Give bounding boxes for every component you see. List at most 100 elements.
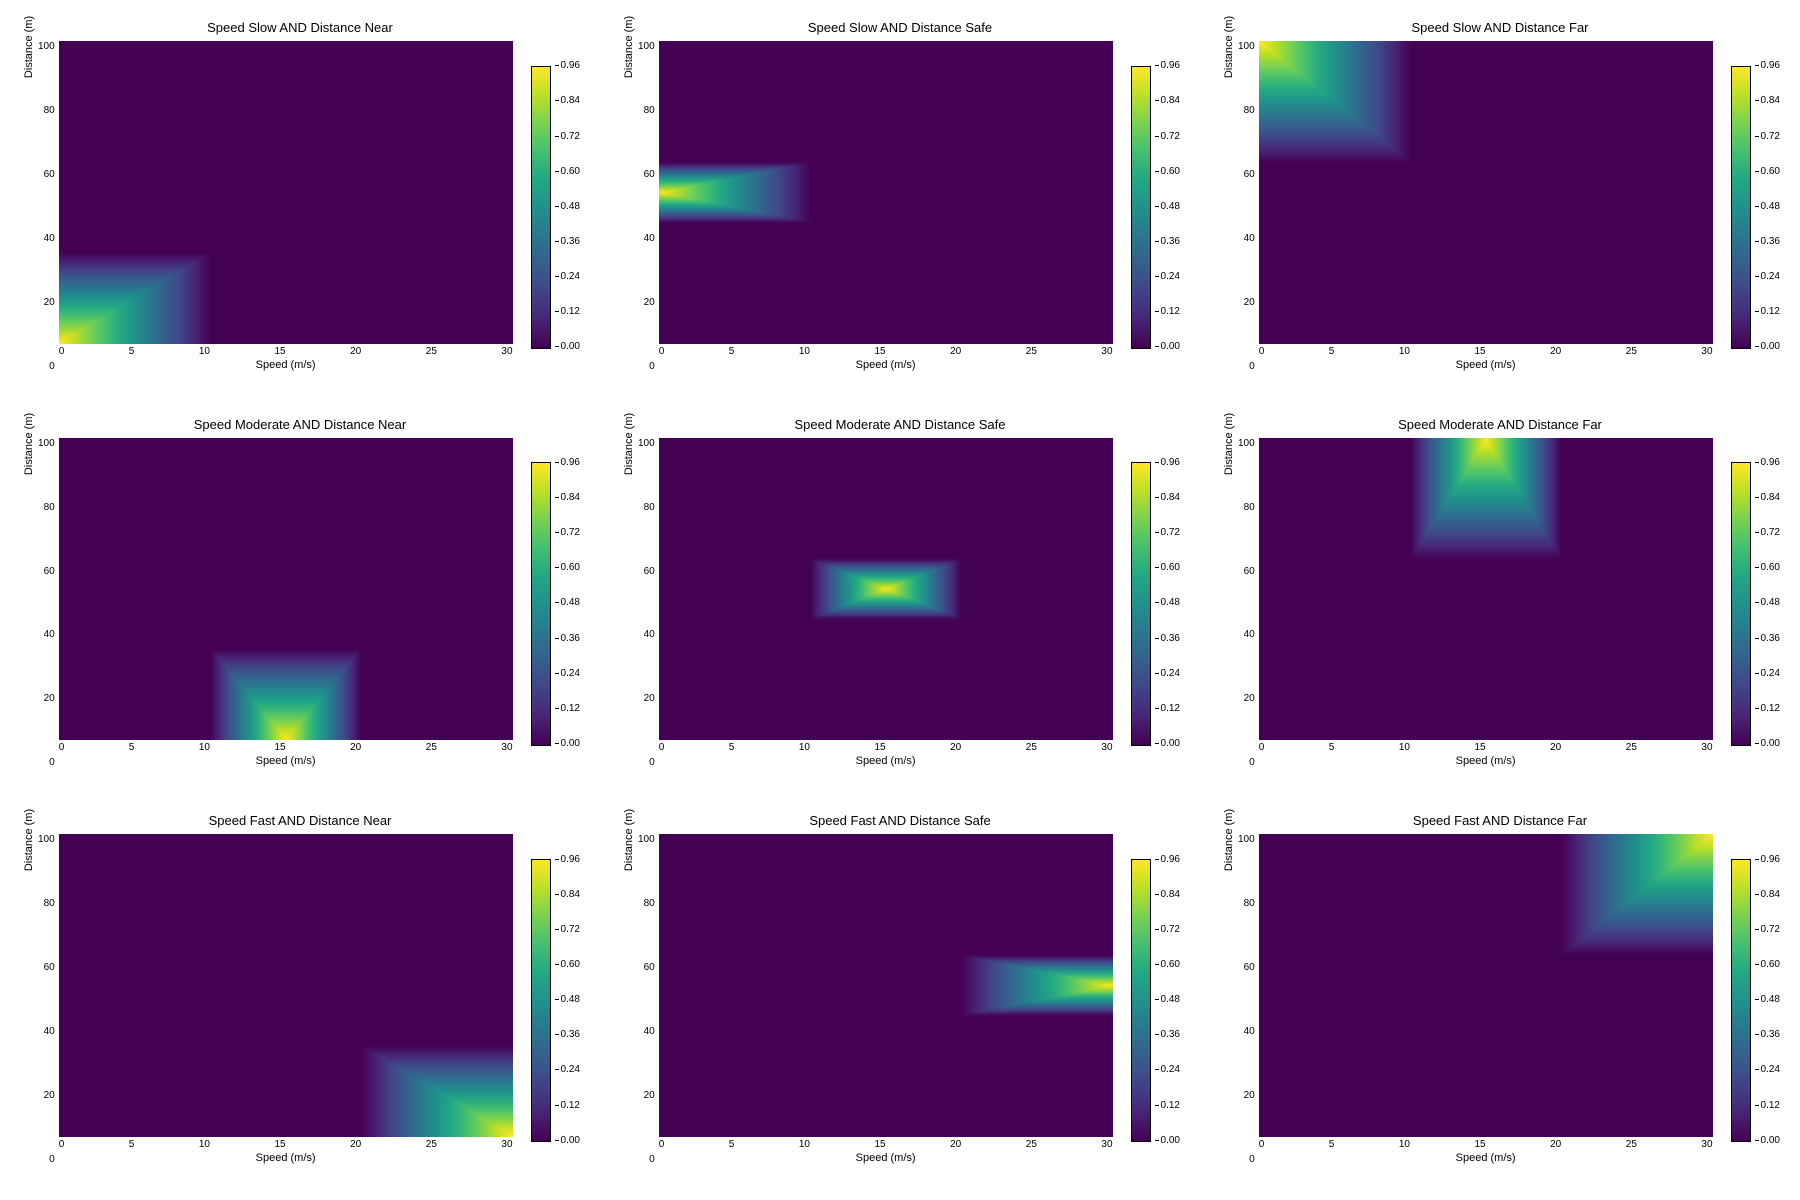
y-tick: 20 <box>644 693 655 704</box>
x-axis-label: Speed (m/s) <box>659 359 1113 371</box>
x-tick: 0 <box>59 742 65 753</box>
x-tick: 0 <box>1259 742 1265 753</box>
subplot-4: Speed Moderate AND Distance SafeDistance… <box>620 417 1180 784</box>
subplot-5: Speed Moderate AND Distance FarDistance … <box>1220 417 1780 784</box>
y-tick: 0 <box>1249 757 1255 768</box>
y-tick: 20 <box>644 297 655 308</box>
y-tick: 100 <box>38 41 55 52</box>
subplot-title: Speed Slow AND Distance Safe <box>808 20 992 35</box>
x-ticks: 051015202530 <box>659 1139 1113 1150</box>
x-tick: 10 <box>1399 1139 1410 1150</box>
x-tick: 5 <box>729 1139 735 1150</box>
y-axis-label: Distance (m) <box>623 412 635 474</box>
x-tick: 5 <box>129 1139 135 1150</box>
y-tick: 40 <box>44 1026 55 1037</box>
x-tick: 20 <box>950 1139 961 1150</box>
colorbar-ticks: 0.960.840.720.600.480.360.240.120.00 <box>1155 66 1180 347</box>
x-tick: 5 <box>1329 1139 1335 1150</box>
subplot-3: Speed Moderate AND Distance NearDistance… <box>20 417 580 784</box>
y-ticks: 100806040200 <box>638 41 659 372</box>
y-tick: 80 <box>44 105 55 116</box>
colorbar: 0.960.840.720.600.480.360.240.120.00 <box>1131 462 1180 745</box>
y-ticks: 100806040200 <box>38 834 59 1165</box>
x-tick: 20 <box>350 346 361 357</box>
y-tick: 80 <box>1244 502 1255 513</box>
y-tick: 20 <box>1244 297 1255 308</box>
heatmap <box>59 834 513 1137</box>
heatmap <box>659 41 1113 344</box>
y-tick: 0 <box>1249 361 1255 372</box>
y-tick: 80 <box>644 898 655 909</box>
y-tick: 20 <box>44 693 55 704</box>
plot-row: Distance (m)100806040200051015202530Spee… <box>620 834 1180 1180</box>
x-tick: 30 <box>501 346 512 357</box>
colorbar: 0.960.840.720.600.480.360.240.120.00 <box>1131 66 1180 349</box>
x-tick: 10 <box>1399 742 1410 753</box>
x-ticks: 051015202530 <box>659 346 1113 357</box>
y-tick: 100 <box>38 438 55 449</box>
y-tick: 60 <box>644 566 655 577</box>
x-tick: 25 <box>1026 346 1037 357</box>
y-tick: 0 <box>649 757 655 768</box>
x-tick: 15 <box>1474 346 1485 357</box>
subplot-title: Speed Moderate AND Distance Far <box>1398 417 1602 432</box>
x-tick: 20 <box>350 742 361 753</box>
x-tick: 15 <box>874 742 885 753</box>
colorbar-ticks: 0.960.840.720.600.480.360.240.120.00 <box>1755 462 1780 743</box>
plot-row: Distance (m)100806040200051015202530Spee… <box>620 41 1180 387</box>
plot-row: Distance (m)100806040200051015202530Spee… <box>20 438 580 784</box>
y-tick: 60 <box>1244 962 1255 973</box>
subplot-2: Speed Slow AND Distance FarDistance (m)1… <box>1220 20 1780 387</box>
x-tick: 0 <box>659 742 665 753</box>
y-tick: 40 <box>44 233 55 244</box>
x-tick: 10 <box>799 1139 810 1150</box>
subplot-7: Speed Fast AND Distance SafeDistance (m)… <box>620 813 1180 1180</box>
y-tick: 20 <box>1244 693 1255 704</box>
y-tick: 0 <box>49 361 55 372</box>
subplot-grid: Speed Slow AND Distance NearDistance (m)… <box>20 20 1780 1180</box>
x-tick: 25 <box>426 1139 437 1150</box>
subplot-title: Speed Slow AND Distance Far <box>1411 20 1588 35</box>
x-axis-label: Speed (m/s) <box>659 1152 1113 1164</box>
y-tick: 60 <box>1244 169 1255 180</box>
colorbar: 0.960.840.720.600.480.360.240.120.00 <box>1731 66 1780 349</box>
x-tick: 10 <box>199 1139 210 1150</box>
plot-row: Distance (m)100806040200051015202530Spee… <box>1220 438 1780 784</box>
x-axis-label: Speed (m/s) <box>659 755 1113 767</box>
x-tick: 20 <box>950 346 961 357</box>
heatmap <box>659 834 1113 1137</box>
colorbar-ticks: 0.960.840.720.600.480.360.240.120.00 <box>1755 859 1780 1140</box>
x-tick: 30 <box>1101 346 1112 357</box>
x-tick: 0 <box>659 346 665 357</box>
subplot-6: Speed Fast AND Distance NearDistance (m)… <box>20 813 580 1180</box>
x-tick: 15 <box>274 1139 285 1150</box>
y-tick: 60 <box>44 169 55 180</box>
x-axis-label: Speed (m/s) <box>1259 755 1713 767</box>
y-tick: 100 <box>38 834 55 845</box>
x-tick: 30 <box>1701 346 1712 357</box>
y-ticks: 100 80 60 40 20 0 <box>38 41 59 372</box>
x-tick: 30 <box>1101 742 1112 753</box>
plot-row: Distance (m)100806040200051015202530Spee… <box>20 41 580 387</box>
x-ticks: 051015202530 <box>1259 346 1713 357</box>
x-tick: 10 <box>799 742 810 753</box>
y-tick: 60 <box>1244 566 1255 577</box>
subplot-title: Speed Moderate AND Distance Near <box>194 417 406 432</box>
x-tick: 30 <box>501 742 512 753</box>
y-tick: 100 <box>638 834 655 845</box>
x-tick: 10 <box>199 742 210 753</box>
y-tick: 80 <box>44 898 55 909</box>
x-axis-label: Speed (m/s) <box>1259 359 1713 371</box>
x-ticks: 051015202530 <box>59 742 513 753</box>
y-ticks: 100806040200 <box>638 834 659 1165</box>
colorbar-ticks: 0.960.840.720.600.480.360.240.120.00 <box>555 462 580 743</box>
y-tick: 80 <box>1244 105 1255 116</box>
y-tick: 20 <box>44 297 55 308</box>
x-tick: 5 <box>729 346 735 357</box>
x-axis-label: Speed (m/s) <box>59 755 513 767</box>
x-tick: 30 <box>1701 742 1712 753</box>
y-tick: 60 <box>44 962 55 973</box>
y-tick: 0 <box>49 1154 55 1165</box>
x-tick: 0 <box>1259 1139 1265 1150</box>
y-ticks: 100806040200 <box>38 438 59 769</box>
